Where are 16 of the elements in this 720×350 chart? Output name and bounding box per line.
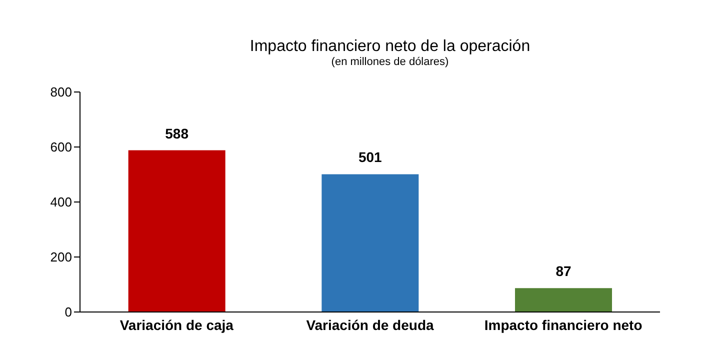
x-tick-label: Variación de caja xyxy=(120,316,234,333)
bar xyxy=(128,150,226,312)
x-tick-label: Variación de deuda xyxy=(306,316,434,333)
data-label: 501 xyxy=(358,149,382,166)
chart-subtitle: (en millones de dólares) xyxy=(330,56,450,68)
chart-title: Impacto financiero neto de la operación xyxy=(248,38,532,56)
y-tick-label: 200 xyxy=(50,250,72,265)
y-tick-label: 800 xyxy=(50,84,72,100)
bar xyxy=(322,174,419,312)
bar xyxy=(515,288,612,312)
x-tick-label: Impacto financiero neto xyxy=(484,316,642,333)
y-tick-label: 0 xyxy=(64,304,72,320)
data-label: 87 xyxy=(556,263,572,280)
y-tick-label: 400 xyxy=(50,194,72,210)
y-tick-label: 600 xyxy=(50,140,72,155)
data-label: 588 xyxy=(165,125,189,142)
